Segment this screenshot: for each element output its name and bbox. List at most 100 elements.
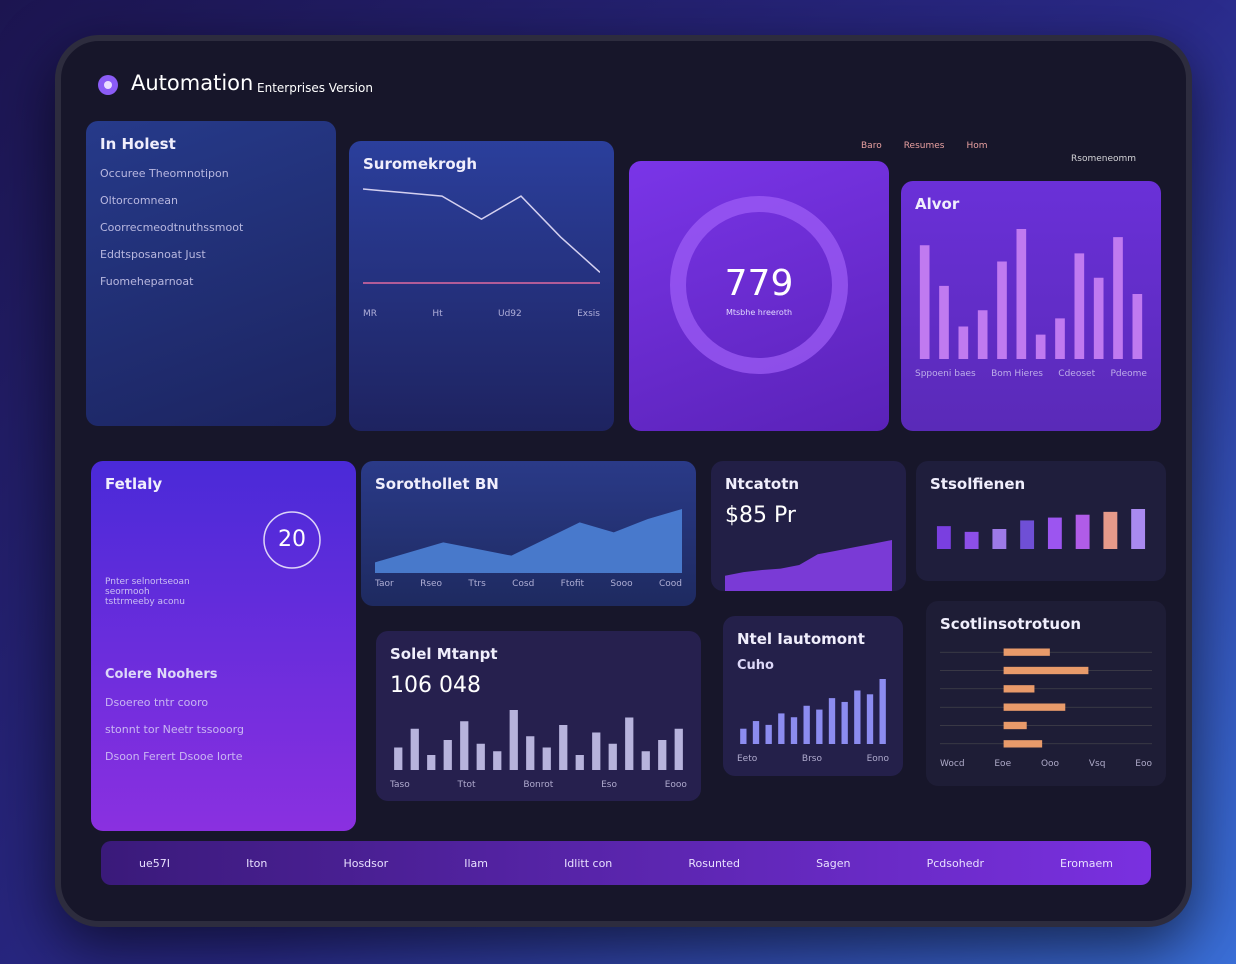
card-title: Ntcatotn: [725, 475, 800, 493]
list-item[interactable]: Dsoon Ferert Dsooe Iorte: [105, 750, 243, 763]
card-title: Solel Mtanpt: [390, 645, 498, 663]
line: [363, 188, 600, 273]
text-line: tsttrmeeby aconu: [105, 597, 185, 607]
card-title: Scotlinsotrotuon: [940, 615, 1082, 633]
bar: [592, 732, 601, 770]
footer-label: Ooo: [1040, 759, 1060, 769]
bar: [608, 743, 617, 770]
footer-labels: Sppoeni baes Bom Hieres Cdeoset Pdeome: [915, 369, 1147, 379]
bar: [559, 725, 568, 770]
gauge: 20: [263, 511, 321, 569]
footer-label: Bom Hieres: [991, 369, 1043, 379]
chart: [725, 540, 892, 591]
bar: [997, 261, 1007, 359]
footer-label: Sppoeni baes: [915, 369, 976, 379]
footer-link[interactable]: Hosdsor: [343, 856, 389, 870]
bar: [879, 679, 886, 744]
footer-label: Ttrs: [468, 579, 486, 589]
logo: [98, 75, 118, 95]
bar: [1016, 229, 1027, 359]
footer-link[interactable]: ue57I: [139, 856, 171, 870]
metric: 106 048: [390, 673, 481, 698]
card: Ntcatotn $85 Pr: [711, 461, 906, 591]
bar: [476, 743, 485, 770]
footer-link[interactable]: Rosunted: [688, 856, 740, 870]
list-item[interactable]: Occuree Theomnotipon: [100, 167, 229, 180]
tablet: Automation Enterprises Version Baro Resum…: [55, 35, 1192, 927]
card: Stsolfienen: [916, 461, 1166, 581]
bar: [1003, 666, 1089, 675]
nav-link[interactable]: Hom: [966, 141, 988, 151]
card: Ntel Iautomont Cuho Eeto Brso Eono: [723, 616, 903, 776]
card: Fetlaly 20 Pnter selnortseoan seormooh tsttr…: [91, 461, 356, 831]
list-item[interactable]: Eddtsposanoat Just: [100, 248, 206, 261]
footer-label: Pdeome: [1110, 369, 1147, 379]
chart: [740, 679, 886, 744]
footer-label: Ht: [432, 309, 443, 319]
nav-link[interactable]: Resumes: [903, 141, 945, 151]
gauge-ring: [263, 511, 321, 569]
list-item[interactable]: stonnt tor Neetr tssooorg: [105, 723, 244, 736]
bar: [1035, 334, 1046, 359]
nav: Baro Resumes Hom: [861, 141, 988, 151]
list-item[interactable]: Coorrecmeodtnuthssmoot: [100, 221, 244, 234]
footer-label: Eso: [601, 780, 617, 790]
chart: [375, 509, 682, 573]
card-subtitle: Cuho: [737, 658, 774, 673]
bar: [1003, 685, 1035, 693]
footer-label: Ttot: [457, 780, 476, 790]
bar: [841, 701, 848, 744]
bar: [919, 245, 930, 359]
footer-label: Eooo: [664, 780, 687, 790]
bar: [964, 531, 979, 549]
list-item[interactable]: Fuomeheparnoat: [100, 275, 194, 288]
bar: [1003, 740, 1043, 748]
card-title: Ntel Iautomont: [737, 630, 865, 648]
footer-label: Eono: [866, 754, 889, 764]
footer-link[interactable]: Ilam: [464, 856, 488, 870]
footer-labels: Wocd Eoe Ooo Vsq Eoo: [940, 759, 1152, 769]
bar: [526, 736, 535, 770]
footer-label: Vsq: [1088, 759, 1106, 769]
gauge-ring: [670, 196, 848, 374]
list-item[interactable]: Dsoereo tntr cooro: [105, 696, 209, 709]
bar: [394, 747, 403, 770]
footer-label: MR: [363, 309, 378, 319]
bar: [1055, 318, 1065, 359]
bar: [939, 285, 949, 359]
account[interactable]: Rsomeneomm: [1071, 154, 1137, 164]
gauge-value: 20: [278, 527, 306, 552]
chart: [363, 188, 600, 284]
bar: [1074, 253, 1085, 359]
bar: [936, 526, 951, 549]
footer-link[interactable]: Iton: [246, 856, 268, 870]
text-line: Pnter selnortseoan: [105, 577, 190, 587]
metric: $85 Pr: [725, 503, 796, 528]
bar: [1131, 509, 1146, 549]
bar: [992, 529, 1007, 549]
bar: [1003, 721, 1027, 730]
bar: [803, 705, 810, 744]
footer-link[interactable]: Pcdsohedr: [926, 856, 984, 870]
bar: [1113, 237, 1123, 359]
text-line: seormooh: [105, 587, 150, 597]
card: Scotlinsotrotuon Wocd Eoe Ooo Vsq Eoo: [926, 601, 1166, 786]
footer-label: Cdeoset: [1058, 369, 1096, 379]
footer-label: Rseo: [420, 579, 443, 589]
bar: [740, 728, 747, 744]
bar: [977, 310, 988, 359]
footer-link[interactable]: Sagen: [816, 856, 851, 870]
footer-label: Taso: [390, 780, 410, 790]
card-subtitle: Colere Noohers: [105, 667, 218, 682]
footer-link[interactable]: Eromaem: [1060, 856, 1113, 870]
bar: [816, 709, 823, 744]
footer-label: Brso: [801, 754, 822, 764]
footer-label: Bonrot: [523, 780, 554, 790]
bar: [790, 717, 798, 744]
footer-link[interactable]: Idlitt con: [564, 856, 613, 870]
bar: [765, 724, 772, 744]
nav-link[interactable]: Baro: [861, 141, 882, 151]
footer-label: Ud92: [497, 309, 522, 319]
list-item[interactable]: Oltorcomnean: [100, 194, 178, 207]
